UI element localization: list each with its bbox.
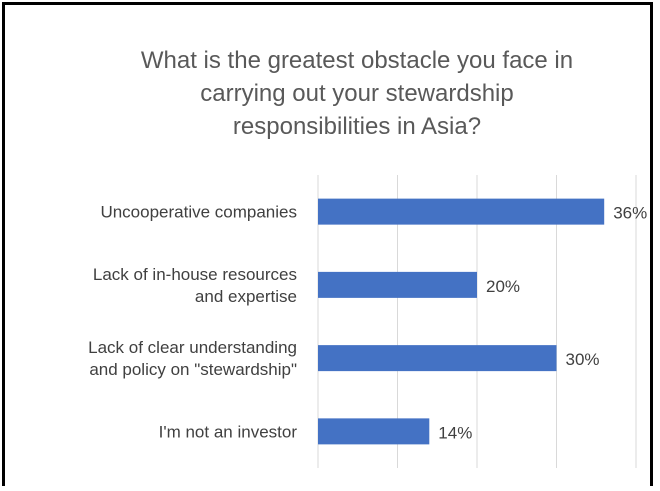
chart-title-line: What is the greatest obstacle you face i… — [141, 47, 573, 74]
chart-title-line: responsibilities in Asia? — [233, 113, 481, 140]
chart-frame — [2, 2, 653, 486]
data-labels: 36% 20% 30% 14% — [438, 204, 647, 443]
category-label: Lack of clear understanding — [88, 338, 297, 357]
data-label: 14% — [438, 423, 472, 442]
bar — [318, 418, 430, 445]
category-label: and expertise — [195, 287, 297, 306]
category-label: Uncooperative companies — [100, 203, 297, 222]
chart-title: What is the greatest obstacle you face i… — [141, 47, 573, 140]
category-label: Lack of in-house resources — [93, 265, 297, 284]
chart-title-line: carrying out your stewardship — [200, 80, 513, 107]
data-label: 30% — [566, 350, 600, 369]
bar — [318, 198, 605, 225]
category-label: I'm not an investor — [159, 422, 298, 441]
category-labels: Uncooperative companies Lack of in-house … — [88, 203, 297, 442]
data-label: 20% — [486, 277, 520, 296]
data-label: 36% — [613, 204, 647, 223]
category-label: and policy on "stewardship" — [89, 360, 297, 379]
bars — [318, 198, 605, 445]
bar — [318, 345, 557, 372]
bar — [318, 271, 477, 298]
